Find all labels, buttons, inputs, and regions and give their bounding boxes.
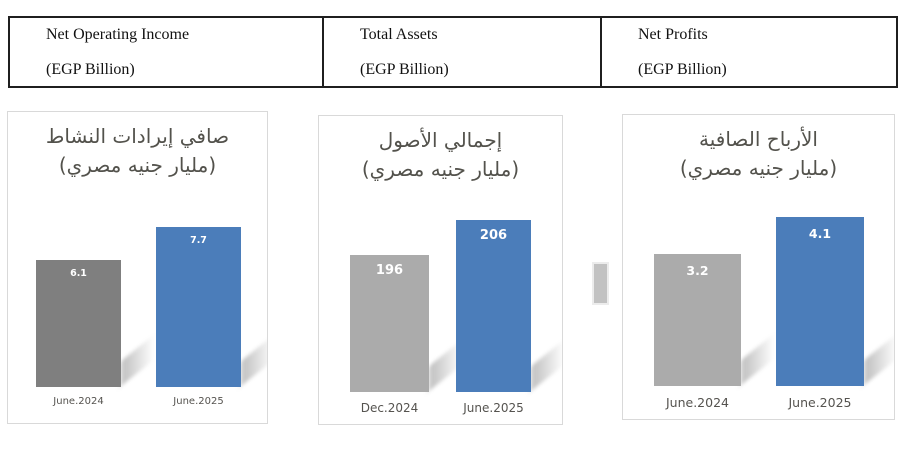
kpi-cell-net-operating-income: Net Operating Income (EGP Billion) — [10, 18, 324, 86]
bar-value-label: 7.7 — [190, 235, 207, 246]
x-axis-label: Dec.2024 — [360, 401, 419, 415]
chart-title: إجمالي الأصول (مليار جنيه مصري) — [319, 126, 562, 184]
bar-value-label: 206 — [479, 228, 508, 243]
bar-shadow — [241, 335, 267, 386]
x-axis-label: June.2024 — [53, 396, 104, 407]
kpi-title: Total Assets — [360, 26, 438, 43]
bar-value-label: 196 — [375, 263, 404, 278]
chart-title-line1: صافي إيرادات النشاط — [45, 124, 230, 148]
x-axis-label: June.2024 — [665, 395, 730, 410]
chart-title-line2: (مليار جنيه مصري) — [361, 157, 520, 181]
kpi-subtitle: (EGP Billion) — [46, 61, 135, 78]
x-axis-label: June.2025 — [173, 396, 224, 407]
chart-title-line1: إجمالي الأصول — [378, 128, 503, 152]
chart-plot-area: 196 Dec.2024 206 June.2025 — [319, 116, 562, 424]
bar-shadow — [531, 340, 562, 391]
chart-plot-area: 3.2 June.2024 4.1 June.2025 — [623, 115, 894, 419]
bar-shadow — [864, 334, 894, 385]
kpi-cell-net-profits: Net Profits (EGP Billion) — [602, 18, 900, 86]
bar-June.2025: 4.1 — [776, 217, 864, 386]
x-axis-label: June.2025 — [463, 401, 524, 415]
bar-June.2025: 206 — [456, 220, 531, 392]
chart-title-line2: (مليار جنيه مصري) — [58, 153, 217, 177]
chart-card-total-assets: إجمالي الأصول (مليار جنيه مصري) 196 Dec.2… — [318, 115, 563, 425]
kpi-cell-total-assets: Total Assets (EGP Billion) — [324, 18, 602, 86]
bar-June.2024: 6.1 — [36, 260, 121, 387]
chart-plot-area: 6.1 June.2024 7.7 June.2025 — [8, 112, 267, 423]
gray-marker-rect — [592, 262, 609, 305]
kpi-subtitle: (EGP Billion) — [638, 61, 727, 78]
bar-Dec.2024: 196 — [350, 255, 429, 392]
chart-card-net-profits: الأرباح الصافية (مليار جنيه مصري) 3.2 Jun… — [622, 114, 895, 420]
bar-value-label: 3.2 — [686, 263, 709, 278]
chart-card-net-operating-income: صافي إيرادات النشاط (مليار جنيه مصري) 6.… — [7, 111, 268, 424]
x-axis-label: June.2025 — [788, 395, 852, 410]
bar-June.2024: 3.2 — [654, 254, 741, 386]
kpi-title: Net Operating Income — [46, 26, 190, 43]
kpi-title: Net Profits — [638, 26, 708, 43]
bar-June.2025: 7.7 — [156, 227, 241, 387]
chart-title-line1: الأرباح الصافية — [699, 127, 818, 151]
bar-shadow — [121, 335, 154, 386]
kpi-header-table: Net Operating Income (EGP Billion) Total… — [8, 16, 898, 88]
chart-title-line2: (مليار جنيه مصري) — [679, 156, 838, 180]
chart-title: الأرباح الصافية (مليار جنيه مصري) — [623, 125, 894, 183]
chart-title: صافي إيرادات النشاط (مليار جنيه مصري) — [8, 122, 267, 180]
bar-value-label: 6.1 — [70, 268, 87, 279]
bar-shadow — [741, 334, 774, 385]
bar-value-label: 4.1 — [808, 226, 832, 241]
kpi-subtitle: (EGP Billion) — [360, 61, 449, 78]
